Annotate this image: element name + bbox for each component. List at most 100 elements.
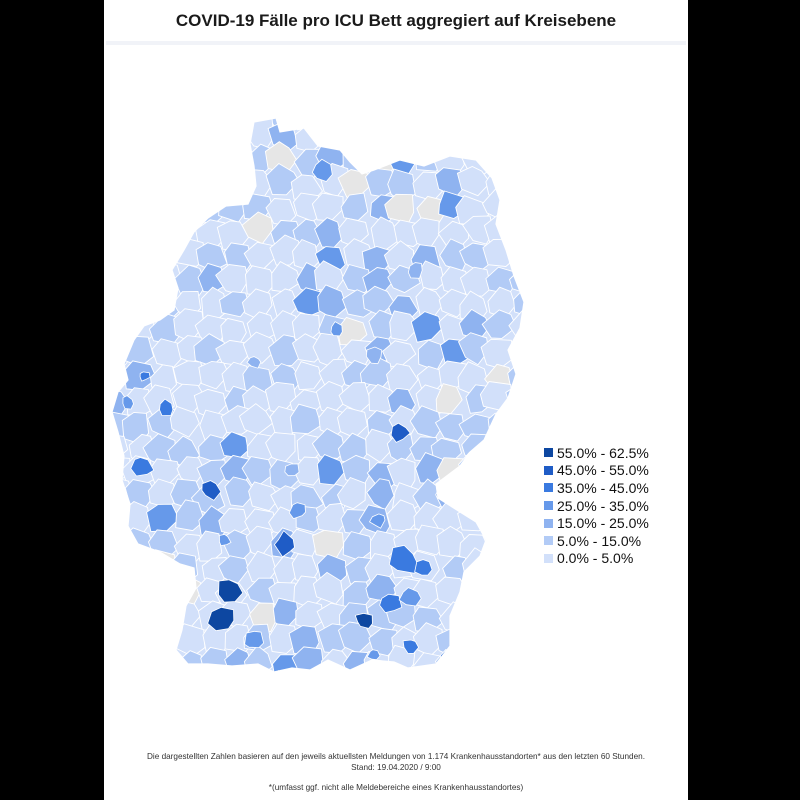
legend-swatch (544, 518, 553, 528)
district-cell (196, 145, 231, 178)
district-cell (127, 169, 157, 201)
district-cell (532, 260, 562, 292)
district-cell (486, 647, 515, 672)
district-cell (112, 268, 132, 300)
district-cell (119, 622, 155, 651)
district-cell (192, 169, 226, 201)
district-cell (147, 574, 180, 607)
district-cell (485, 163, 515, 196)
district-cell (123, 261, 157, 298)
district-cell (457, 332, 490, 366)
district-cell (514, 533, 524, 564)
district-cell (533, 622, 567, 654)
district-cell (112, 578, 130, 609)
legend-label: 45.0% - 55.0% (557, 462, 649, 479)
district-cell (457, 599, 490, 631)
district-hotspot (122, 395, 134, 410)
district-hotspot (330, 321, 343, 337)
district-hotspot (407, 262, 423, 279)
district-cell (112, 245, 126, 274)
district-cell (125, 651, 158, 672)
district-cell (409, 670, 442, 672)
district-cell (409, 118, 443, 124)
district-hotspot (354, 612, 373, 629)
district-cell (367, 118, 400, 125)
district-cell (482, 578, 515, 610)
district-cell (145, 139, 175, 175)
district-cell (432, 124, 467, 155)
district-cell (364, 118, 394, 152)
district-cell (532, 196, 559, 227)
district-cell (510, 598, 524, 630)
district-cell (122, 189, 155, 218)
district-cell (456, 166, 491, 197)
district-cell (509, 238, 524, 271)
district-cell (460, 628, 495, 657)
district-cell (311, 428, 346, 459)
district-hotspot (139, 371, 151, 382)
district-hotspot (379, 593, 403, 614)
district-cell (481, 309, 517, 339)
chart-frame: COVID-19 Fälle pro ICU Bett aggregiert a… (104, 0, 688, 800)
district-cell (219, 291, 250, 318)
legend-item: 15.0% - 25.0% (544, 514, 649, 532)
district-cell (125, 209, 157, 243)
district-cell (217, 123, 249, 152)
chart-title: COVID-19 Fälle pro ICU Bett aggregiert a… (175, 11, 617, 30)
district-hotspot (246, 356, 262, 369)
germany-district-map (111, 117, 568, 703)
district-cell (119, 601, 155, 631)
district-hotspot (440, 650, 455, 670)
district-cell (507, 436, 524, 468)
district-hotspot (368, 513, 386, 529)
district-hotspot (284, 463, 300, 477)
district-cell (462, 577, 495, 610)
district-cell (503, 476, 524, 508)
district-cell (365, 428, 396, 463)
district-cell (457, 503, 487, 532)
district-cell (112, 172, 136, 204)
district-cell (460, 477, 494, 507)
district-cell (457, 118, 488, 131)
footnote-timestamp: Stand: 19.04.2020 / 9:00 (351, 763, 441, 772)
legend-item: 35.0% - 45.0% (544, 479, 649, 497)
district-cell (121, 667, 153, 672)
district-cell (489, 146, 519, 177)
district-cell (268, 623, 300, 654)
district-cell (112, 555, 135, 586)
district-cell (125, 246, 155, 274)
district-cell (123, 118, 153, 122)
district-cell (415, 524, 446, 556)
district-cell (151, 124, 184, 155)
district-cell (509, 118, 524, 124)
district-cell (124, 577, 157, 609)
district-cell (538, 123, 568, 151)
district-cell (531, 165, 560, 196)
district-cell (112, 122, 135, 152)
legend-item: 5.0% - 15.0% (544, 532, 649, 550)
district-cell (487, 556, 517, 588)
legend-swatch (544, 465, 553, 475)
district-cell (482, 238, 516, 267)
district-cell (242, 331, 278, 364)
district-cell (511, 550, 524, 585)
district-hotspot (388, 544, 420, 574)
district-cell (460, 119, 489, 147)
district-cell (511, 618, 524, 653)
legend-swatch (544, 536, 553, 546)
district-cell (120, 500, 151, 533)
district-cell (505, 454, 524, 488)
district-cell (532, 335, 561, 365)
district-cell (224, 476, 256, 507)
district-cell (460, 670, 492, 672)
district-cell (112, 314, 128, 344)
district-cell (146, 168, 179, 202)
district-cell (485, 429, 517, 458)
district-cell (148, 651, 183, 672)
district-cell (112, 118, 135, 130)
district-cell (296, 674, 326, 703)
legend-label: 25.0% - 35.0% (557, 497, 649, 514)
district-cell (487, 412, 518, 440)
district-cell (538, 386, 568, 412)
district-cell (127, 144, 155, 175)
